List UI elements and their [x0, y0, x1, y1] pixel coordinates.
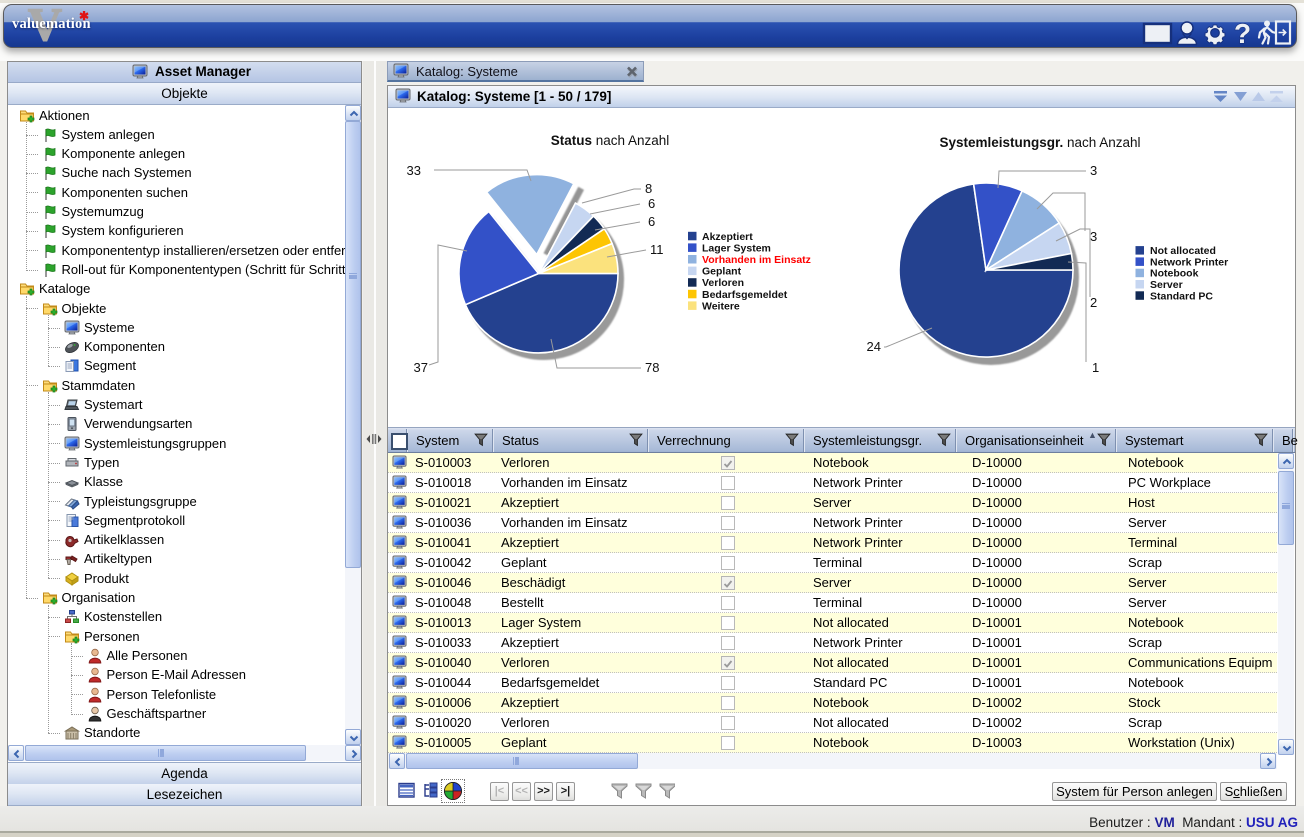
svg-text:Network Printer: Network Printer [1150, 256, 1228, 268]
svg-text:33: 33 [407, 163, 421, 178]
svg-text:Vorhanden im Einsatz: Vorhanden im Einsatz [702, 254, 811, 266]
svg-text:Not allocated: Not allocated [1150, 245, 1216, 257]
svg-text:2: 2 [1090, 295, 1097, 310]
svg-text:Standard PC: Standard PC [1150, 290, 1213, 302]
svg-text:1: 1 [1092, 360, 1099, 375]
svg-text:Lager System: Lager System [702, 242, 771, 254]
svg-text:24: 24 [867, 339, 881, 354]
svg-text:Geplant: Geplant [702, 266, 742, 278]
svg-text:Verloren: Verloren [702, 277, 744, 289]
svg-text:8: 8 [645, 181, 652, 196]
svg-text:?: ? [1234, 19, 1251, 47]
svg-text:Server: Server [1150, 279, 1183, 291]
svg-text:Akzeptiert: Akzeptiert [702, 231, 753, 243]
svg-text:3: 3 [1090, 163, 1097, 178]
svg-text:Status nach Anzahl: Status nach Anzahl [551, 133, 670, 148]
svg-text:78: 78 [645, 360, 659, 375]
svg-text:Weitere: Weitere [702, 300, 740, 312]
svg-text:37: 37 [414, 360, 428, 375]
svg-text:11: 11 [650, 242, 664, 257]
svg-text:Notebook: Notebook [1150, 268, 1199, 280]
svg-text:3: 3 [1090, 229, 1097, 244]
svg-text:6: 6 [648, 196, 655, 211]
svg-text:Bedarfsgemeldet: Bedarfsgemeldet [702, 289, 788, 301]
svg-text:Systemleistungsgr. nach Anzahl: Systemleistungsgr. nach Anzahl [939, 135, 1140, 150]
svg-text:6: 6 [648, 214, 655, 229]
